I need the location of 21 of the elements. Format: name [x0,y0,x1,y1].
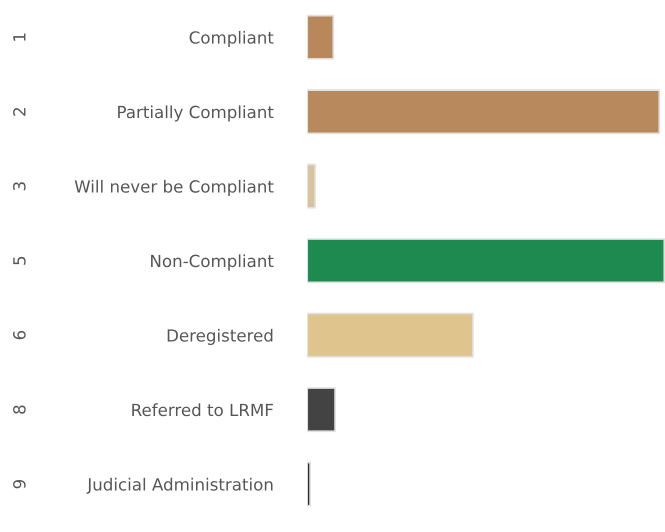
y-tick-label: Referred to LRMF [132,403,273,416]
bar [307,387,336,432]
bar [307,164,316,209]
y-tick-label: Will never be Compliant [74,180,274,196]
bar [307,312,474,358]
text: 8 [13,405,26,414]
text: 2 [13,108,26,116]
text: 6 [13,330,26,340]
bar [307,14,334,60]
y-tick-label: Judicial Administration [86,478,272,494]
bar [307,238,665,284]
bar [307,89,660,134]
text: 9 [13,480,26,488]
y-tick-label: Compliant [190,30,274,48]
y-tick-label: Deregistered [168,328,272,345]
text: 1 [13,33,26,41]
y-tick-label: Non-Compliant [151,254,274,270]
y-tick-label: Partially Compliant [118,105,274,122]
bar [307,462,311,507]
text: 3 [13,182,26,190]
text: 5 [13,256,26,265]
